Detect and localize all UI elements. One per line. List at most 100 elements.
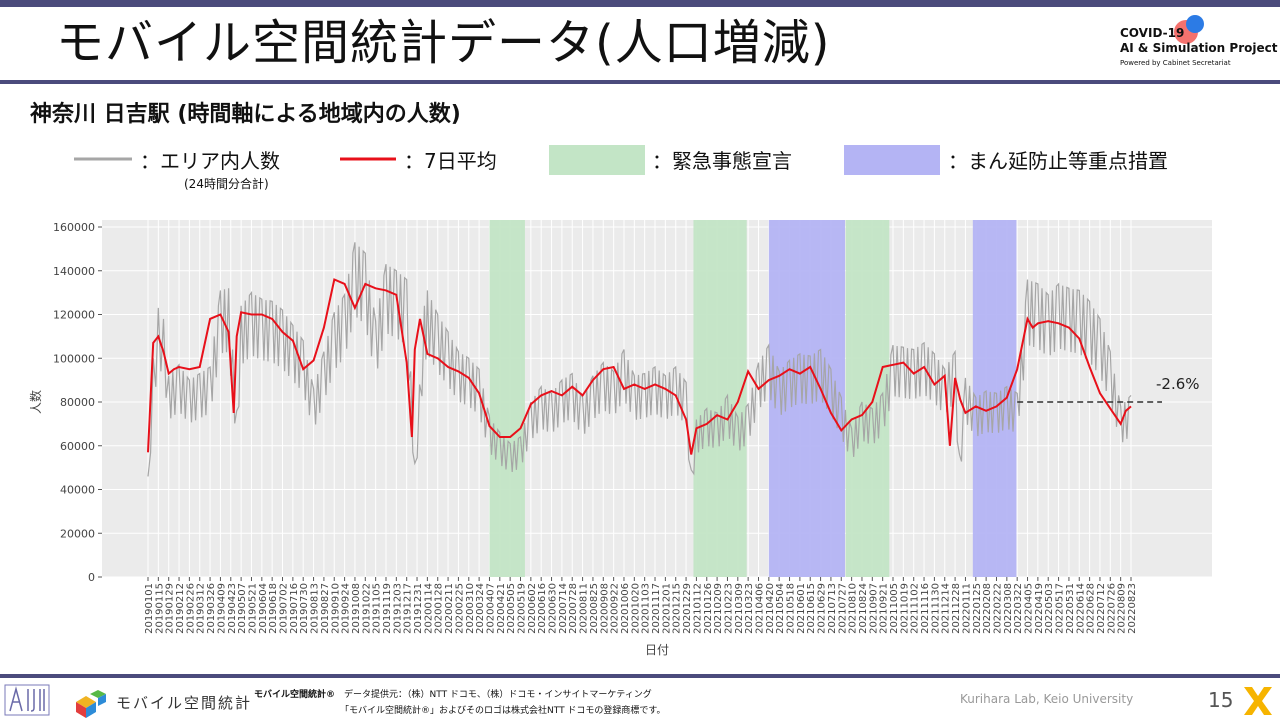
x-tick-label: 20211019 [899,583,910,634]
x-tick-label: 20200519 [517,583,528,634]
footer-divider [0,674,1280,678]
x-tick-label: 20200324 [475,583,486,634]
x-tick-label: 20210629 [817,583,828,634]
x-tick-label: 20201103 [641,583,652,634]
x-tick-label: 20190827 [320,583,331,634]
x-tick-label: 20211228 [951,583,962,634]
x-tick-label: 20190702 [279,583,290,634]
x-tick-label: 20190409 [216,583,227,634]
x-tick-label: 20200728 [568,583,579,634]
x-tick-label: 20210518 [786,583,797,634]
plot-background [102,220,1212,577]
emergency-period-band [489,220,525,577]
legend-raw-line [74,157,132,161]
x-tick-label: 20210727 [837,583,848,634]
x-tick-label: 20220531 [1065,583,1076,634]
x-tick-label: 20200211 [444,583,455,634]
x-tick-label: 20210824 [858,583,869,634]
header-band [0,0,1280,7]
x-tick-label: 20201020 [630,583,641,634]
x-tick-label: 20190604 [258,583,269,634]
legend-raw-note: (24時間分合計) [184,177,269,191]
x-tick-label: 20220726 [1106,583,1117,634]
page-title: モバイル空間統計データ(人口増減) [56,15,831,71]
x-tick-label: 20210406 [754,583,765,634]
emergency-period-band [845,220,890,577]
x-tick-label: 20190115 [154,583,165,634]
x-tick-label: 20210504 [775,583,786,634]
x-tick-label: 20200811 [579,583,590,634]
y-tick-label: 60000 [60,440,95,453]
x-mark-icon [1244,687,1272,715]
x-tick-label: 20190226 [185,583,196,634]
x-tick-label: 20190716 [289,583,300,634]
x-tick-label: 20210209 [713,583,724,634]
x-tick-label: 20191008 [351,583,362,634]
y-tick-label: 140000 [53,265,95,278]
x-tick-label: 20220823 [1127,583,1138,634]
x-tick-label: 20211116 [920,583,931,634]
y-tick-label: 100000 [53,352,95,365]
x-tick-label: 20190813 [310,583,321,634]
emergency-period-band [693,220,747,577]
x-tick-label: 20210615 [806,583,817,634]
y-axis-label: 人数 [28,390,43,414]
footer-source: データ提供元：（株）NTT ドコモ、（株）ドコモ・インサイトマーケティング [344,690,652,700]
x-tick-label: 20201215 [672,583,683,634]
page-number: 15 [1208,688,1234,712]
x-tick-label: 20200421 [496,583,507,634]
x-tick-label: 20190618 [268,583,279,634]
x-tick-label: 20210713 [827,583,838,634]
logo-line-2: AI & Simulation Project [1120,41,1278,55]
x-tick-label: 20220712 [1096,583,1107,634]
x-tick-label: 20200505 [506,583,517,634]
x-tick-label: 20191231 [413,583,424,634]
legend-emergency-swatch [549,145,645,175]
logo-line-1: COVID-19 [1120,26,1185,40]
x-tick-label: 20220809 [1117,583,1128,634]
x-tick-label: 20211130 [930,583,941,634]
y-tick-label: 0 [88,571,95,584]
x-tick-label: 20211005 [889,583,900,634]
x-axis-label: 日付 [645,643,669,657]
x-tick-label: 20190910 [330,583,341,634]
legend-raw-label: ：エリア内人数 [140,149,280,173]
legend-avg-line [340,157,396,161]
x-tick-label: 20200310 [465,583,476,634]
y-tick-label: 160000 [53,221,95,234]
x-tick-label: 20190212 [175,583,186,634]
x-tick-label: 20220419 [1034,583,1045,634]
footer-lab: Kurihara Lab, Keio University [960,692,1134,706]
x-tick-label: 20210323 [744,583,755,634]
x-tick-label: 20190507 [237,583,248,634]
x-tick-label: 20201117 [651,583,662,634]
x-tick-label: 20201006 [620,583,631,634]
x-tick-label: 20190312 [196,583,207,634]
y-tick-label: 80000 [60,396,95,409]
x-tick-label: 20201229 [682,583,693,634]
series-avg-line [147,278,1132,455]
x-tick-label: 20210921 [879,583,890,634]
x-tick-label: 20201201 [661,583,672,634]
x-tick-label: 20190326 [206,583,217,634]
x-tick-label: 20220208 [982,583,993,634]
x-tick-label: 20200908 [599,583,610,634]
x-tick-label: 20210309 [734,583,745,634]
x-tick-label: 20191203 [392,583,403,634]
x-tick-label: 20220405 [1024,583,1035,634]
mobile-stats-logo-icon [76,690,106,718]
x-tick-label: 20200602 [527,583,538,634]
legend-priority-label: ：まん延防止等重点措置 [948,149,1168,173]
x-tick-label: 20191217 [403,583,414,634]
x-tick-label: 20200114 [423,583,434,634]
x-tick-label: 20191119 [382,583,393,634]
x-tick-label: 20190101 [144,583,155,634]
x-tick-label: 20190924 [341,583,352,634]
x-tick-label: 20190730 [299,583,310,634]
x-tick-label: 20220503 [1044,583,1055,634]
y-tick-label: 40000 [60,484,95,497]
x-tick-label: 20220125 [972,583,983,634]
lab-logo-icon [4,684,50,716]
x-tick-label: 20200714 [558,583,569,634]
footer-brand: モバイル空間統計 [116,694,253,712]
